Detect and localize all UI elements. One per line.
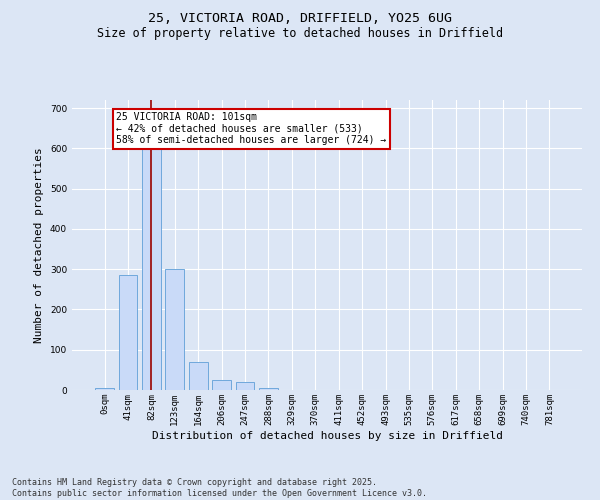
X-axis label: Distribution of detached houses by size in Driffield: Distribution of detached houses by size … [151,430,503,440]
Bar [95,388,114,390]
Bar [119,275,137,390]
Bar [259,388,278,390]
Bar [236,382,254,390]
Text: 25 VICTORIA ROAD: 101sqm
← 42% of detached houses are smaller (533)
58% of semi-: 25 VICTORIA ROAD: 101sqm ← 42% of detach… [116,112,386,146]
Bar [166,269,184,390]
Bar [189,362,208,390]
Text: Size of property relative to detached houses in Driffield: Size of property relative to detached ho… [97,28,503,40]
Y-axis label: Number of detached properties: Number of detached properties [34,147,44,343]
Bar [142,140,161,390]
Text: 25, VICTORIA ROAD, DRIFFIELD, YO25 6UG: 25, VICTORIA ROAD, DRIFFIELD, YO25 6UG [148,12,452,26]
Text: Contains HM Land Registry data © Crown copyright and database right 2025.
Contai: Contains HM Land Registry data © Crown c… [12,478,427,498]
Bar [212,380,231,390]
